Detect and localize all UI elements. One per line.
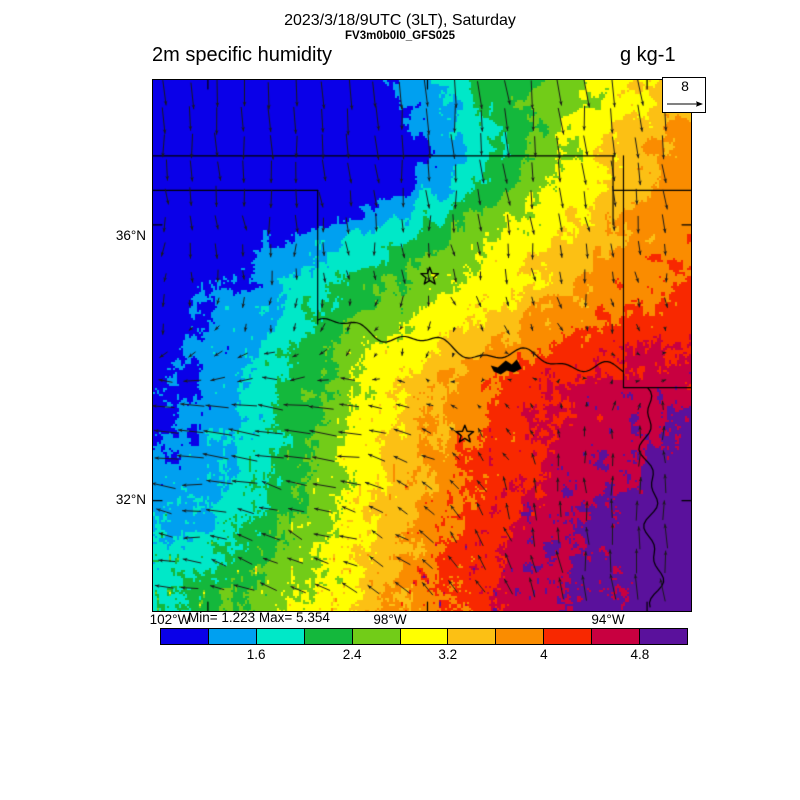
colorbar-label-3.2: 3.2 xyxy=(438,647,458,662)
colorbar-band-6 xyxy=(448,629,497,644)
colorbar-labels: 1.6 2.4 3.2 4 4.8 xyxy=(160,647,688,665)
colorbar-band-9 xyxy=(592,629,641,644)
colorbar-band-3 xyxy=(304,629,353,644)
colorbar-band-1 xyxy=(208,629,257,644)
x-tick-94: 94°W xyxy=(591,612,625,627)
reference-vector-arrow-icon xyxy=(665,97,705,111)
colorbar-band-10 xyxy=(640,629,687,644)
map-panel[interactable] xyxy=(152,79,692,612)
colorbar-label-2.4: 2.4 xyxy=(342,647,362,662)
colorbar-label-4: 4 xyxy=(540,647,548,662)
colorbar-band-0 xyxy=(161,629,209,644)
minmax-stats: Min= 1.223 Max= 5.354 xyxy=(188,610,330,625)
humidity-field-canvas xyxy=(153,80,691,611)
colorbar-band-7 xyxy=(496,629,545,644)
colorbar-band-5 xyxy=(400,629,449,644)
colorbar-label-4.8: 4.8 xyxy=(630,647,650,662)
y-tick-36: 36°N xyxy=(115,228,146,243)
x-tick-102: 102°W xyxy=(149,612,191,627)
y-tick-32: 32°N xyxy=(115,492,146,507)
variable-label: 2m specific humidity xyxy=(152,44,333,66)
reference-vector-value: 8 xyxy=(681,78,689,94)
reference-vector-legend: 8 xyxy=(662,77,706,113)
title-line-1: 2023/3/18/9UTC (3LT), Saturday xyxy=(284,12,516,29)
colorbar[interactable] xyxy=(160,628,688,645)
colorbar-label-1.6: 1.6 xyxy=(246,647,266,662)
x-tick-98: 98°W xyxy=(373,612,407,627)
colorbar-band-4 xyxy=(352,629,401,644)
colorbar-band-8 xyxy=(544,629,593,644)
title-block: 2023/3/18/9UTC (3LT), Saturday FV3m0b0I0… xyxy=(0,12,800,42)
title-line-2: FV3m0b0I0_GFS025 xyxy=(345,30,455,42)
colorbar-band-2 xyxy=(256,629,305,644)
units-label: g kg-1 xyxy=(620,44,676,66)
